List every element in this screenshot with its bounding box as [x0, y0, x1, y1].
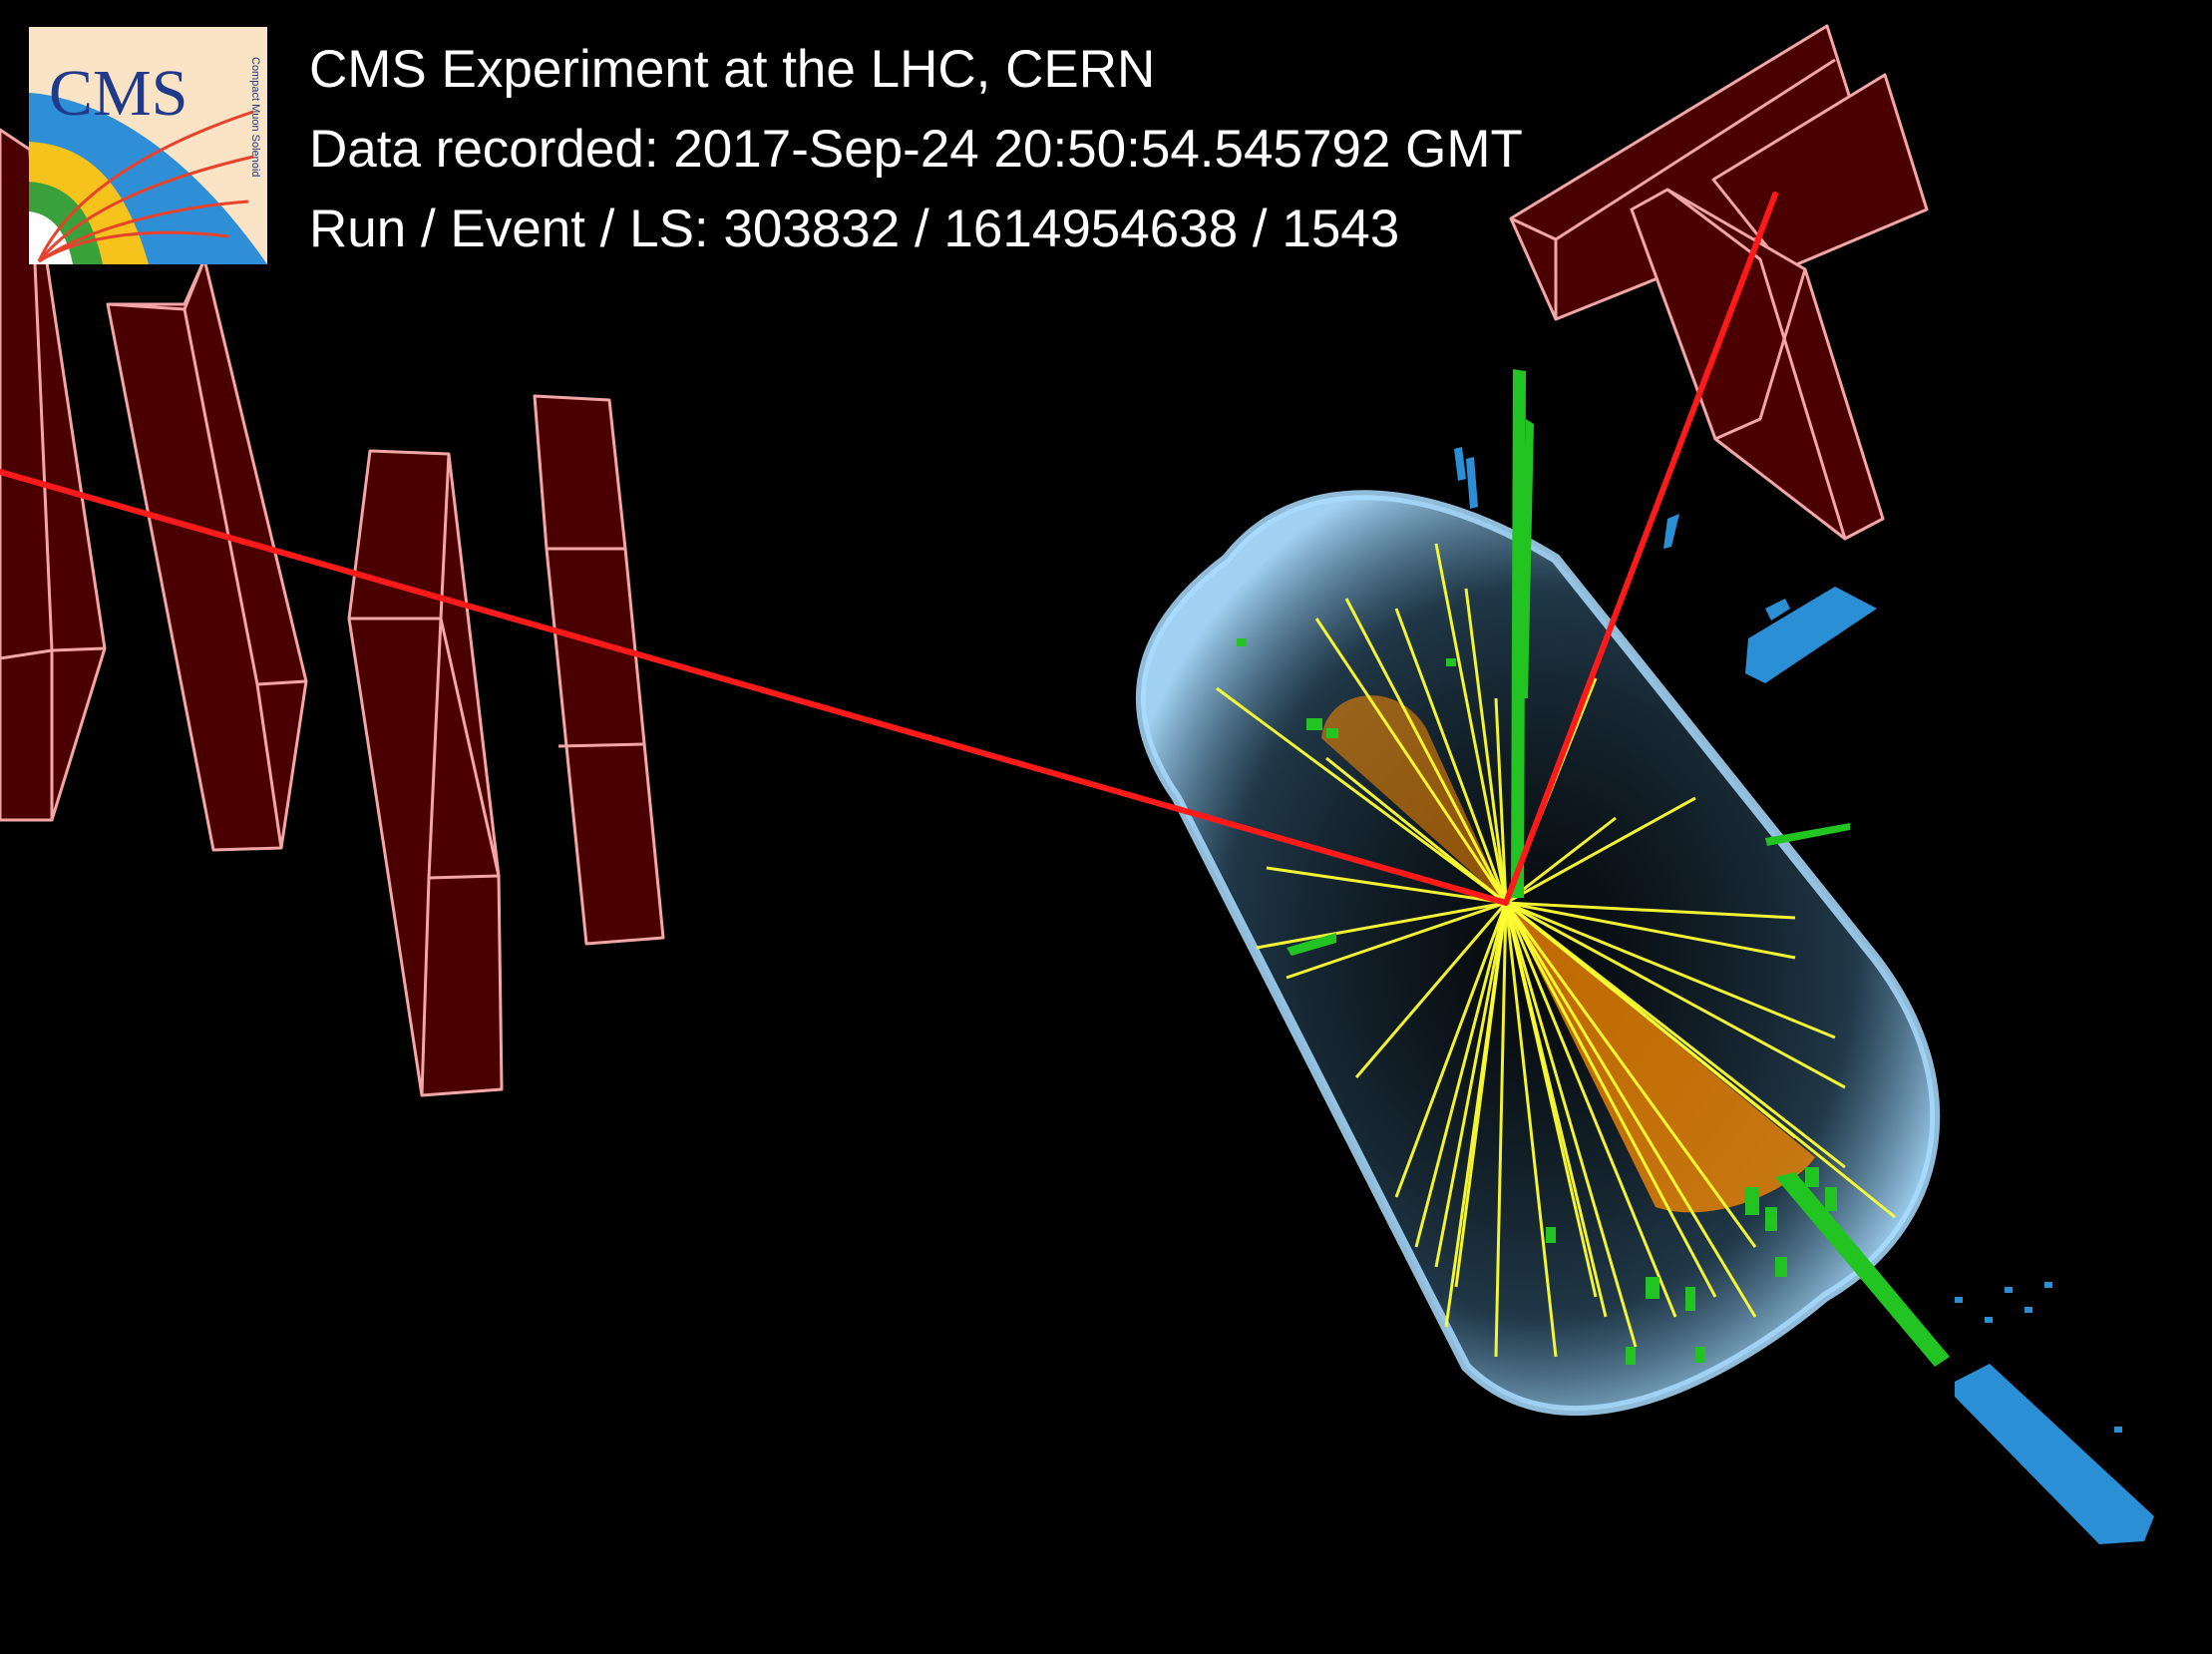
muon-chambers-right	[1509, 24, 1929, 541]
logo-subtitle: Compact Muon Solenoid	[249, 57, 261, 177]
muon-chambers-left	[0, 128, 665, 1097]
hcal-deposits	[1454, 447, 2154, 1544]
charged-tracks	[1216, 543, 1896, 1358]
muon-tracks	[0, 192, 1778, 906]
recorded-timestamp: Data recorded: 2017-Sep-24 20:50:54.5457…	[309, 120, 1523, 179]
experiment-title: CMS Experiment at the LHC, CERN	[309, 40, 1156, 99]
event-info: CMS Experiment at the LHC, CERN Data rec…	[309, 30, 1523, 269]
logo-text: CMS	[49, 57, 187, 130]
run-event-ls: Run / Event / LS: 303832 / 1614954638 / …	[309, 200, 1400, 258]
jets	[1321, 695, 1815, 1213]
ecal-deposits	[1237, 369, 1950, 1367]
cms-logo: CMS Compact Muon Solenoid	[29, 27, 267, 264]
